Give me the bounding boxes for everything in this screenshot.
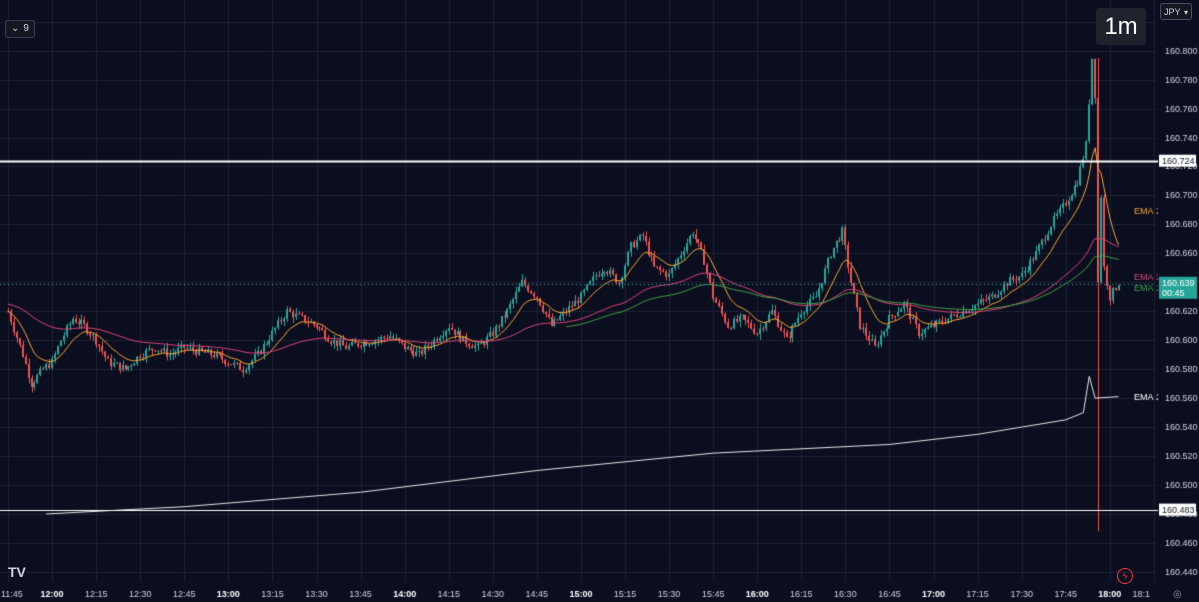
indicator-collapse-button[interactable]: ⌄ 9 [5, 20, 35, 38]
lightning-icon[interactable]: ϟ [1117, 568, 1133, 584]
tradingview-logo-icon[interactable]: TV [8, 564, 26, 580]
settings-icon[interactable]: ◎ [1173, 589, 1182, 600]
indicator-count: 9 [23, 23, 29, 34]
currency-selector[interactable]: JPY ▾ [1160, 3, 1192, 20]
timeframe-badge: 1m [1096, 8, 1146, 45]
chevron-down-icon: ⌄ [11, 23, 20, 34]
currency-label: JPY [1164, 7, 1181, 17]
chevron-down-icon: ▾ [1183, 8, 1188, 17]
